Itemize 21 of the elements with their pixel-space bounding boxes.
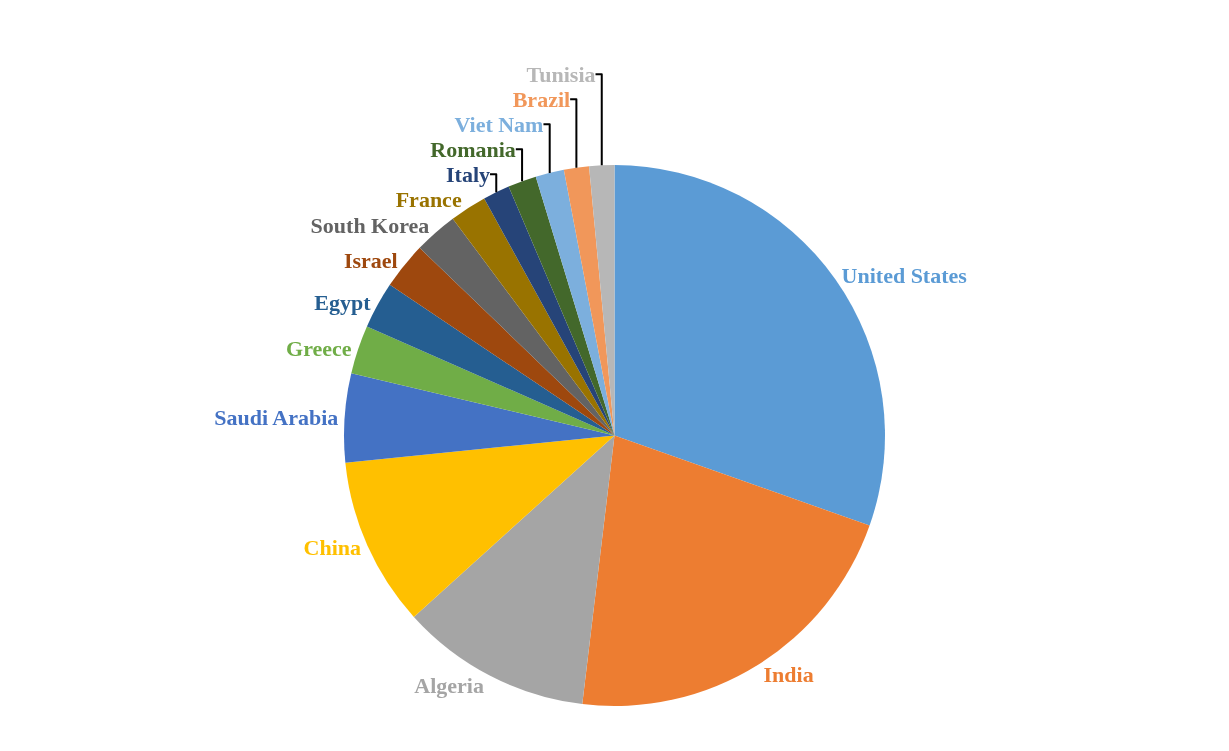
slice-label: South Korea — [310, 213, 430, 239]
slice-label: Algeria — [414, 673, 484, 699]
slice-label: Italy — [446, 161, 491, 187]
slice-label: Israel — [343, 248, 398, 274]
pie-slice — [351, 326, 615, 436]
slice-label: Romania — [430, 136, 516, 162]
pie-slice — [413, 435, 615, 705]
pie-slice — [344, 373, 615, 463]
pie-slice — [582, 435, 870, 706]
slice-label: Saudi Arabia — [214, 405, 339, 431]
slice-label: United States — [841, 262, 968, 288]
slice-label: China — [303, 534, 362, 560]
slice-label: Greece — [286, 335, 352, 361]
pie-slice — [484, 186, 615, 436]
slice-label: Brazil — [512, 86, 571, 112]
slice-label: India — [763, 661, 814, 687]
slice-label: France — [395, 186, 462, 212]
slice-label: Tunisia — [526, 61, 596, 87]
pie-slice — [508, 176, 615, 436]
slice-label: Viet Nam — [454, 111, 544, 137]
slice-label: Egypt — [314, 289, 372, 315]
